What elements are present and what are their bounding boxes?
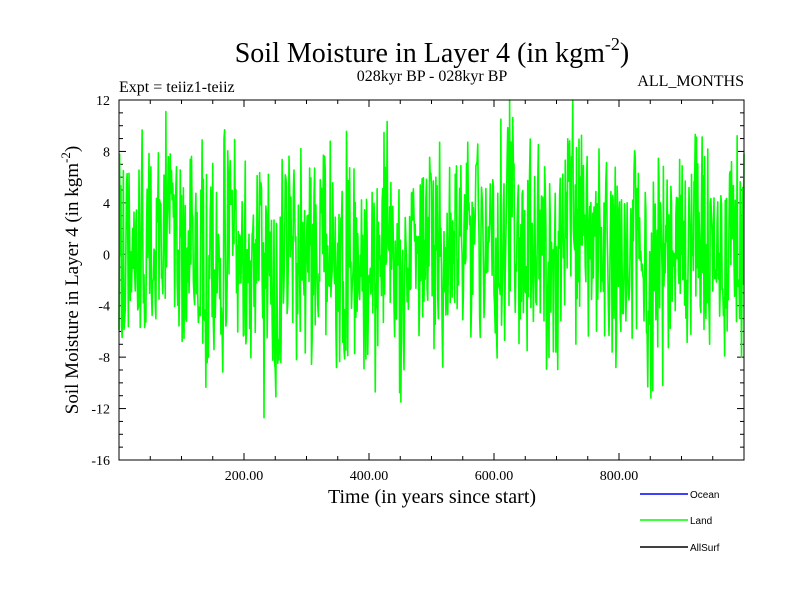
x-tick-label: 800.00 [600, 469, 639, 484]
y-tick-label: 0 [103, 248, 110, 263]
y-axis-label-superscript: -2 [58, 152, 73, 163]
y-tick-label: -8 [98, 351, 110, 366]
legend-label-allsurf: AllSurf [690, 543, 720, 554]
plot-frame [118, 99, 745, 461]
y-axis-label-suffix: ) [62, 146, 83, 152]
chart-legend: Ocean Land AllSurf [640, 490, 720, 554]
experiment-label: Expt = teiiz1-teiiz [119, 79, 235, 96]
x-tick-label: 200.00 [225, 469, 264, 484]
x-axis-label: Time (in years since start) [328, 486, 536, 508]
y-axis-label: Soil Moisture in Layer 4 (in kgm-2) [58, 146, 83, 414]
y-tick-label: -4 [98, 300, 110, 315]
chart-subtitle: 028kyr BP - 028kyr BP [357, 68, 508, 85]
y-tick-label: 8 [103, 145, 110, 160]
series-line-land [118, 99, 745, 419]
legend-label-land: Land [690, 516, 712, 527]
y-axis-label-main: Soil Moisture in Layer 4 (in kgm [62, 163, 83, 414]
legend-label-ocean: Ocean [690, 490, 719, 501]
chart-title-main: Soil Moisture in Layer 4 (in kgm [235, 38, 605, 69]
chart-title: Soil Moisture in Layer 4 (in kgm-2) [235, 34, 630, 69]
chart-title-suffix: ) [620, 38, 629, 69]
y-tick-label: -16 [91, 454, 110, 469]
months-label: ALL_MONTHS [637, 73, 744, 90]
series-layer [118, 99, 745, 419]
x-tick-label: 600.00 [475, 469, 514, 484]
x-axis-ticks: 200.00 400.00 600.00 800.00 [149, 100, 714, 484]
y-tick-label: -12 [91, 403, 110, 418]
y-tick-label: 12 [96, 94, 110, 109]
chart-title-superscript: -2 [605, 34, 620, 54]
y-tick-label: 4 [103, 197, 110, 212]
x-tick-label: 400.00 [350, 469, 389, 484]
